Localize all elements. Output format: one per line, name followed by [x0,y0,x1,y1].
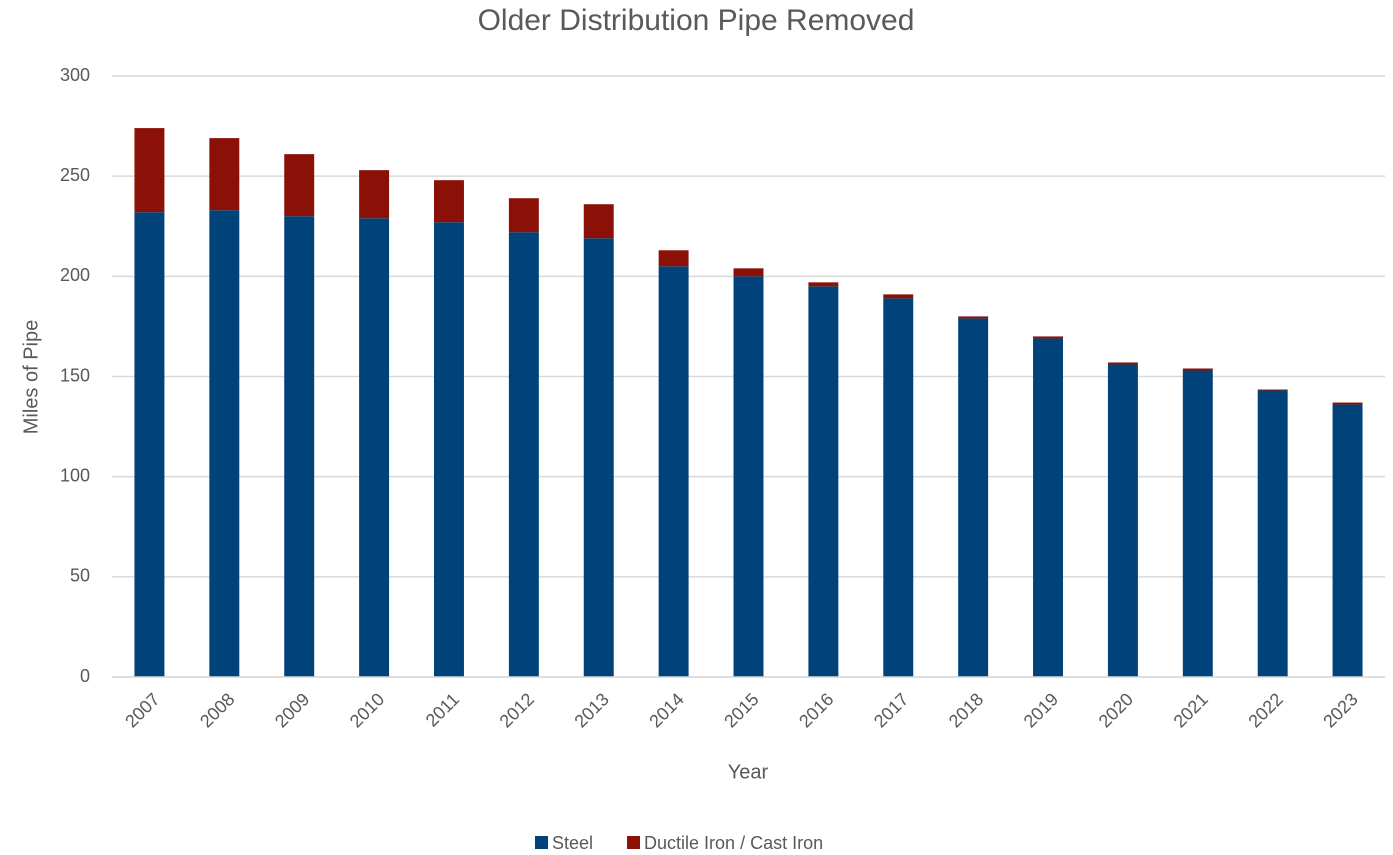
bar [209,210,240,677]
bar [1107,364,1138,677]
bar [658,266,689,677]
bar [808,282,839,287]
bar [883,294,914,299]
bar [1332,402,1363,405]
bar [583,238,614,677]
bar [733,268,764,277]
x-tick-label: 2009 [271,689,313,731]
y-tick-label: 0 [80,666,90,686]
y-axis-label: Miles of Pipe [20,320,42,435]
bar [1033,338,1064,677]
x-tick-label: 2014 [645,689,687,731]
bar [1257,389,1288,391]
x-tick-label: 2007 [121,689,163,731]
x-tick-label: 2023 [1319,689,1361,731]
bar [733,276,764,677]
bar [134,128,165,213]
x-tick-label: 2018 [945,689,987,731]
bar [808,286,839,677]
bar [284,216,315,677]
bar [1332,404,1363,677]
bar [958,316,989,319]
x-tick-label: 2008 [196,689,238,731]
bar [359,218,390,677]
bar [209,138,240,211]
chart-title: Older Distribution Pipe Removed [478,4,915,37]
bar [433,180,464,223]
x-tick-label: 2021 [1170,689,1212,731]
bar [1182,368,1213,371]
bar [958,318,989,677]
legend-label: Ductile Iron / Cast Iron [644,833,823,853]
x-tick-label: 2013 [570,689,612,731]
x-axis-label: Year [728,761,769,783]
x-tick-label: 2016 [795,689,837,731]
y-tick-label: 50 [70,566,90,586]
y-tick-label: 150 [60,365,90,385]
legend-swatch [535,836,548,849]
bar [583,204,614,239]
bar [1182,370,1213,677]
bar [883,298,914,677]
bar [284,154,315,217]
x-tick-label: 2012 [496,689,538,731]
y-tick-label: 200 [60,265,90,285]
bar [508,198,539,233]
x-tick-label: 2020 [1095,689,1137,731]
bar [1107,362,1138,365]
bar [658,250,689,267]
x-tick-label: 2017 [870,689,912,731]
y-tick-label: 100 [60,465,90,485]
x-tick-label: 2010 [346,689,388,731]
bar [1257,390,1288,677]
x-tick-label: 2019 [1020,689,1062,731]
y-tick-label: 250 [60,165,90,185]
legend-swatch [627,836,641,849]
x-tick-label: 2015 [720,689,762,731]
x-tick-label: 2011 [422,689,464,731]
bar [1033,336,1064,339]
bar [134,212,165,677]
legend-label: Steel [552,833,593,853]
bar [359,170,390,219]
bar [433,222,464,677]
y-tick-label: 300 [60,65,90,85]
x-tick-label: 2022 [1244,689,1286,731]
bar [508,232,539,677]
